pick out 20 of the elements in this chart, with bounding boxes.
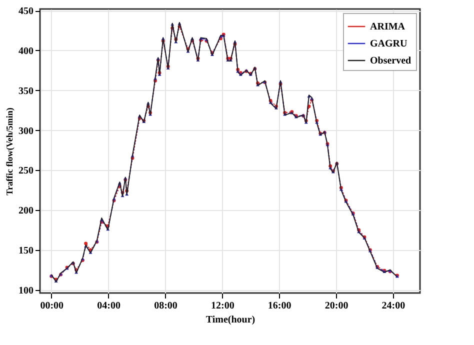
y-tick-label: 250 (18, 166, 34, 177)
y-axis-title: Traffic flow(Veh/5min) (4, 108, 14, 196)
y-tick-label: 200 (18, 206, 34, 217)
legend-label: GAGRU (370, 38, 408, 50)
x-tick-label: 00:00 (40, 300, 64, 312)
x-tick-label: 08:00 (154, 300, 178, 312)
x-tick-label: 04:00 (97, 300, 120, 312)
legend-label: ARIMA (370, 22, 406, 32)
x-tick-label: 16:00 (268, 300, 292, 312)
y-tick-label: 400 (18, 46, 34, 57)
y-tick-label: 350 (18, 86, 34, 97)
y-tick-label: 150 (18, 245, 34, 256)
legend-label: Observed (370, 56, 412, 66)
x-tick-label: 12:00 (211, 300, 234, 312)
y-tick-label: 100 (18, 285, 34, 296)
x-tick-label: 20:00 (324, 300, 348, 312)
y-tick-label: 300 (18, 126, 34, 137)
x-axis-title: Time(hour) (206, 314, 256, 326)
y-tick-label: 450 (18, 6, 34, 18)
x-tick-label: 24:00 (382, 300, 406, 312)
